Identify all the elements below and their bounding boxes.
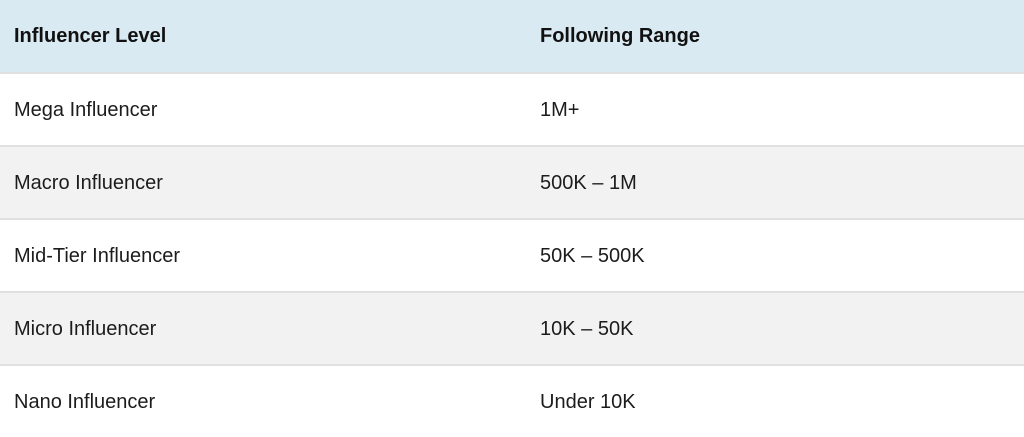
- table-row: Nano Influencer Under 10K: [0, 364, 1024, 437]
- table-row: Mid-Tier Influencer 50K – 500K: [0, 218, 1024, 291]
- cell-following-range: 10K – 50K: [540, 318, 634, 339]
- table-row: Macro Influencer 500K – 1M: [0, 145, 1024, 218]
- column-header-following-range: Following Range: [540, 26, 700, 46]
- cell-following-range: 500K – 1M: [540, 172, 637, 193]
- cell-following-range: Under 10K: [540, 391, 636, 412]
- table-row: Mega Influencer 1M+: [0, 72, 1024, 145]
- cell-influencer-level: Micro Influencer: [14, 318, 157, 339]
- cell-influencer-level: Mid-Tier Influencer: [14, 245, 180, 266]
- cell-influencer-level: Mega Influencer: [14, 99, 158, 120]
- cell-influencer-level: Macro Influencer: [14, 172, 163, 193]
- cell-following-range: 50K – 500K: [540, 245, 645, 266]
- column-header-influencer-level: Influencer Level: [14, 26, 167, 46]
- table-header-row: Influencer Level Following Range: [0, 0, 1024, 72]
- cell-following-range: 1M+: [540, 99, 580, 120]
- cell-influencer-level: Nano Influencer: [14, 391, 156, 412]
- table-row: Micro Influencer 10K – 50K: [0, 291, 1024, 364]
